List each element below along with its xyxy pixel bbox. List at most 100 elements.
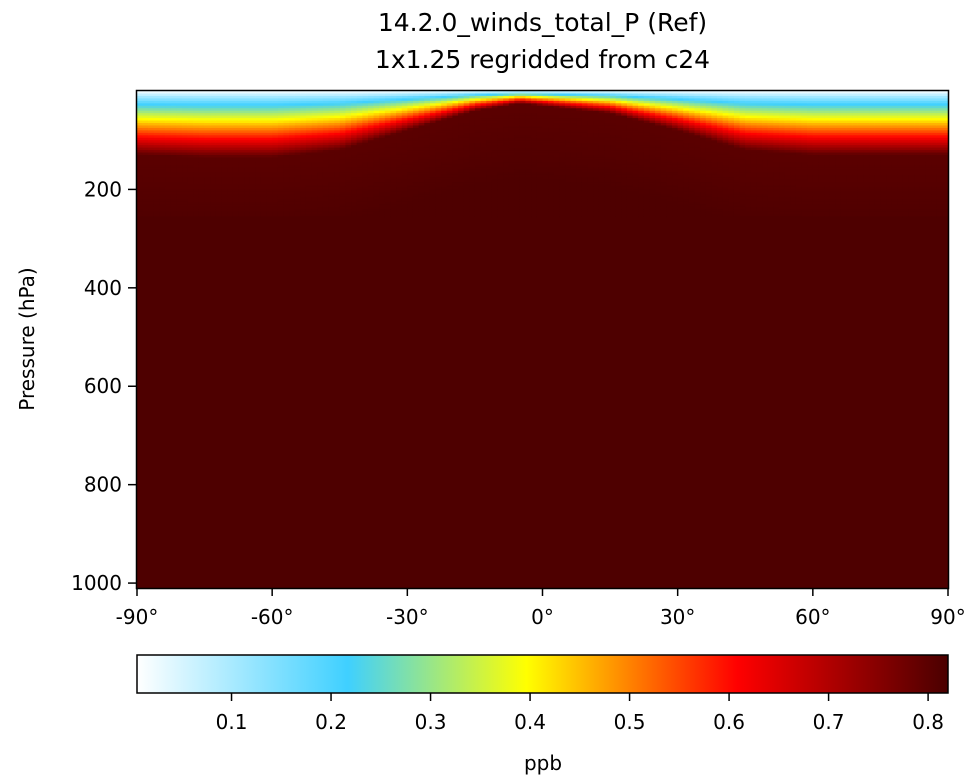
heatmap-cell <box>581 214 589 218</box>
heatmap-cell <box>193 186 200 191</box>
heatmap-cell <box>390 167 397 171</box>
heatmap-cell <box>458 186 465 191</box>
heatmap-cell <box>632 196 639 200</box>
heatmap-cell <box>193 108 200 112</box>
heatmap-cell <box>198 206 206 210</box>
heatmap-cell <box>503 120 510 124</box>
heatmap-cell <box>424 177 431 181</box>
heatmap-cell <box>379 137 386 141</box>
heatmap-cell <box>170 120 178 124</box>
heatmap-cell <box>548 130 555 134</box>
heatmap-cell <box>215 145 223 149</box>
heatmap-cell <box>525 164 532 168</box>
heatmap-cell <box>610 186 617 191</box>
heatmap-cell <box>593 98 600 102</box>
heatmap-cell <box>548 172 555 176</box>
heatmap-cell <box>587 184 594 188</box>
heatmap-cell <box>328 150 335 154</box>
heatmap-cell <box>531 189 538 193</box>
heatmap-cell <box>351 142 358 146</box>
heatmap-cell <box>531 191 538 195</box>
heatmap-cell <box>148 201 155 205</box>
heatmap-cell <box>300 147 307 151</box>
heatmap-cell <box>407 209 414 213</box>
heatmap-cell <box>305 115 313 119</box>
heatmap-cell <box>351 196 358 200</box>
heatmap-cell <box>373 100 380 104</box>
heatmap-cell <box>305 132 313 136</box>
heatmap-cell <box>390 93 397 97</box>
heatmap-cell <box>621 125 628 129</box>
heatmap-cell <box>655 154 662 159</box>
heatmap-cell <box>137 169 144 173</box>
heatmap-cell <box>503 150 510 154</box>
heatmap-cell <box>373 204 380 208</box>
heatmap-cell <box>176 135 183 139</box>
heatmap-cell <box>384 125 392 129</box>
heatmap-cell <box>446 199 453 203</box>
heatmap-cell <box>215 135 223 139</box>
heatmap-cell <box>351 154 358 159</box>
heatmap-cell <box>598 214 606 218</box>
heatmap-cell <box>570 157 577 161</box>
heatmap-cell <box>632 127 639 131</box>
heatmap-cell <box>204 159 211 163</box>
heatmap-cell <box>446 122 453 127</box>
heatmap-cell <box>412 142 420 146</box>
heatmap-cell <box>367 186 375 191</box>
heatmap-cell <box>289 108 296 112</box>
heatmap-cell <box>435 95 442 99</box>
heatmap-cell <box>598 127 606 131</box>
heatmap-cell <box>429 113 437 117</box>
heatmap-cell <box>176 169 183 173</box>
heatmap-cell <box>525 214 532 218</box>
heatmap-cell <box>508 159 515 163</box>
heatmap-cell <box>660 130 667 134</box>
heatmap-cell <box>283 196 290 200</box>
heatmap-cell <box>666 179 673 183</box>
heatmap-cell <box>221 201 228 205</box>
heatmap-cell <box>649 189 656 193</box>
heatmap-cell <box>598 167 606 171</box>
heatmap-cell <box>249 186 256 191</box>
heatmap-cell <box>345 142 352 146</box>
heatmap-cell <box>187 206 194 210</box>
heatmap-cell <box>424 122 431 127</box>
heatmap-cell <box>672 93 679 97</box>
heatmap-cell <box>446 206 453 210</box>
heatmap-cell <box>260 130 268 134</box>
heatmap-cell <box>587 214 594 218</box>
heatmap-cell <box>548 159 555 163</box>
heatmap-cell <box>458 115 465 119</box>
heatmap-cell <box>272 122 279 127</box>
heatmap-cell <box>486 152 493 156</box>
heatmap-cell <box>305 199 313 203</box>
heatmap-cell <box>390 177 397 181</box>
heatmap-cell <box>649 194 656 198</box>
heatmap-cell <box>469 216 476 589</box>
heatmap-cell <box>249 211 256 215</box>
heatmap-cell <box>356 206 363 210</box>
heatmap-cell <box>153 98 161 102</box>
heatmap-cell <box>452 177 459 181</box>
heatmap-cell <box>469 98 476 102</box>
heatmap-cell <box>384 157 392 161</box>
heatmap-cell <box>170 204 178 208</box>
heatmap-cell <box>441 206 448 210</box>
heatmap-cell <box>548 110 555 114</box>
heatmap-cell <box>463 189 470 193</box>
heatmap-cell <box>531 122 538 127</box>
heatmap-cell <box>660 214 667 218</box>
heatmap-cell <box>159 135 166 139</box>
heatmap-cell <box>514 135 521 139</box>
heatmap-cell <box>435 177 442 181</box>
heatmap-cell <box>396 162 403 166</box>
heatmap-cell <box>266 127 273 131</box>
heatmap-cell <box>519 150 527 154</box>
heatmap-cell <box>553 93 560 97</box>
heatmap-cell <box>497 95 504 99</box>
heatmap-cell <box>508 95 515 99</box>
heatmap-cell <box>232 186 239 191</box>
heatmap-cell <box>176 132 183 136</box>
heatmap-cell <box>615 194 622 198</box>
